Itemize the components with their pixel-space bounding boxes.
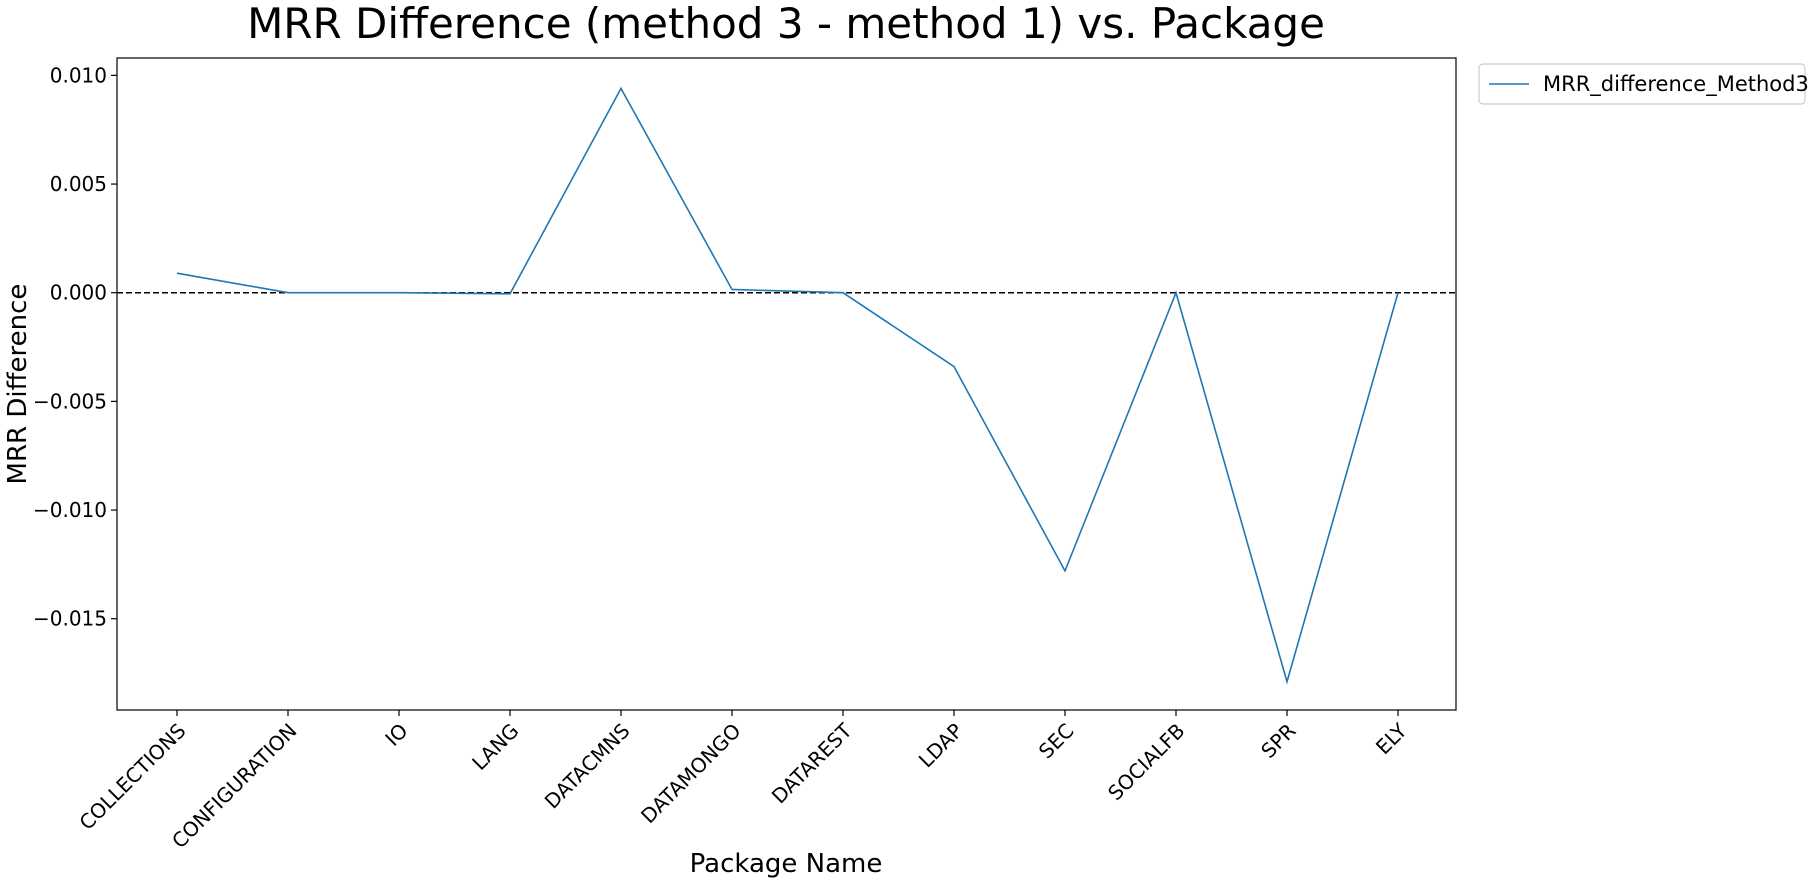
series-line-mrr-difference-method3 <box>176 86 1399 685</box>
x-tick-label: LANG <box>467 719 523 775</box>
x-tick-label: COLLECTIONS <box>74 719 190 835</box>
x-tick-label: DATAMONGO <box>636 719 745 828</box>
x-tick-label: SOCIALFB <box>1103 719 1190 806</box>
y-tick-label: −0.010 <box>33 498 107 522</box>
y-axis-label: MRR Difference <box>3 284 33 485</box>
x-tick-label: LDAP <box>914 719 968 773</box>
x-axis-label: Package Name <box>690 849 883 879</box>
chart-title: MRR Difference (method 3 - method 1) vs.… <box>247 0 1325 48</box>
y-axis: 0.010 0.005 0.000 −0.005 −0.010 −0.015 <box>33 63 117 631</box>
x-tick-label: ELY <box>1371 718 1412 759</box>
x-tick-label: SPR <box>1256 718 1300 762</box>
y-tick-label: 0.005 <box>50 172 107 196</box>
x-tick-label: SEC <box>1034 719 1079 764</box>
plot-area <box>116 57 1457 711</box>
y-tick-label: 0.000 <box>50 281 107 305</box>
x-tick-label: DATAREST <box>767 718 857 808</box>
y-tick-label: 0.010 <box>50 63 107 87</box>
legend-box <box>1478 63 1806 105</box>
x-tick-label: IO <box>380 719 412 751</box>
y-tick-label: −0.015 <box>33 607 107 631</box>
x-tick-label: DATACMNS <box>540 719 635 814</box>
y-tick-label: −0.005 <box>33 389 107 413</box>
legend-label: MRR_difference_Method3 <box>1543 72 1809 97</box>
legend: MRR_difference_Method3 <box>1478 63 1809 105</box>
